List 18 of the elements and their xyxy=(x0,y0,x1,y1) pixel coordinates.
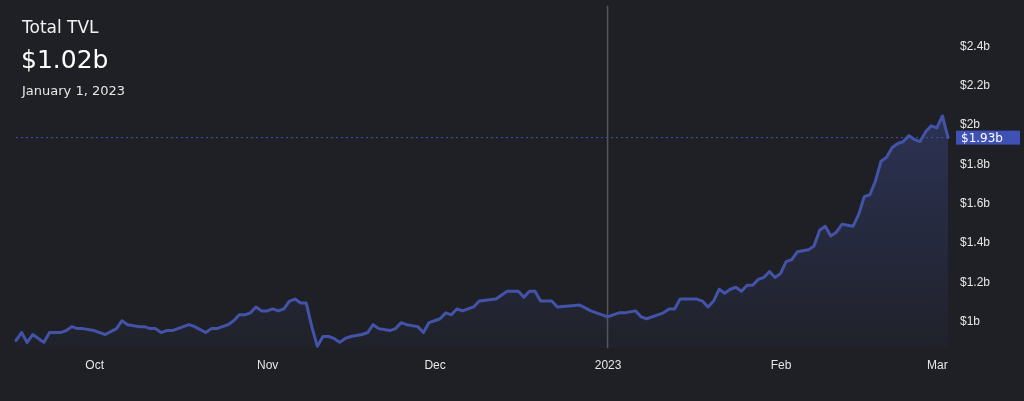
x-tick-label: Dec xyxy=(424,357,446,372)
text: Total TVL xyxy=(21,17,100,37)
ref-line-label: $1.93b xyxy=(961,130,1003,145)
y-tick-label: $1.2b xyxy=(960,274,991,289)
y-tick-label: $1b xyxy=(960,314,981,329)
x-tick-label: Oct xyxy=(85,357,105,372)
text: $1.02b xyxy=(21,45,109,74)
y-tick-label: $2.4b xyxy=(960,38,991,53)
x-tick-label: Feb xyxy=(770,357,792,372)
annotation: January 1, 2023 xyxy=(21,83,126,98)
y-tick-label: $1.4b xyxy=(960,235,991,250)
y-tick-label: $1.8b xyxy=(960,156,991,171)
x-tick-label: Nov xyxy=(256,357,279,372)
y-tick-label: $2b xyxy=(960,117,981,132)
y-tick-label: $2.2b xyxy=(960,77,991,92)
x-tick-label: 2023 xyxy=(594,357,622,372)
y-tick-label: $1.6b xyxy=(960,196,991,211)
x-tick-label: Mar xyxy=(927,357,948,372)
